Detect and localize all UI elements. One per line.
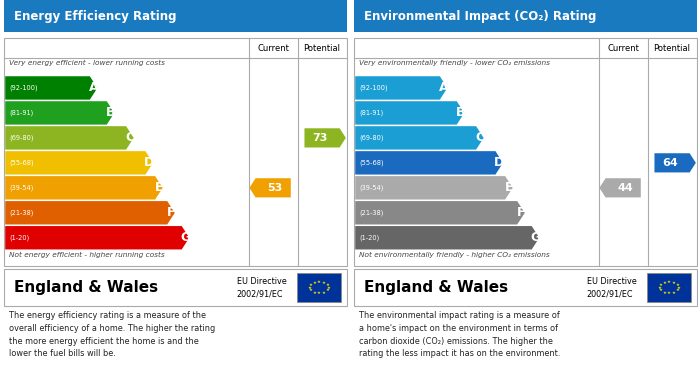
- Text: ★: ★: [312, 281, 316, 285]
- Polygon shape: [5, 101, 114, 125]
- Text: E: E: [155, 181, 163, 194]
- Text: Potential: Potential: [304, 43, 341, 53]
- Text: Potential: Potential: [654, 43, 691, 53]
- Polygon shape: [355, 101, 464, 125]
- Bar: [354, 0, 696, 32]
- Text: 53: 53: [267, 183, 283, 193]
- Text: ★: ★: [327, 285, 331, 290]
- Bar: [4, 38, 346, 266]
- Text: Current: Current: [607, 43, 639, 53]
- Text: B: B: [456, 106, 466, 119]
- Text: ★: ★: [676, 289, 680, 292]
- Polygon shape: [5, 151, 153, 174]
- Text: ★: ★: [657, 285, 662, 290]
- Text: EU Directive
2002/91/EC: EU Directive 2002/91/EC: [237, 277, 286, 298]
- Text: The energy efficiency rating is a measure of the
overall efficiency of a home. T: The energy efficiency rating is a measur…: [8, 311, 215, 359]
- Text: ★: ★: [307, 285, 312, 290]
- Polygon shape: [355, 76, 447, 100]
- Text: (69-80): (69-80): [359, 135, 384, 141]
- Bar: [647, 273, 692, 302]
- Text: Not energy efficient - higher running costs: Not energy efficient - higher running co…: [8, 252, 164, 258]
- Text: (81-91): (81-91): [9, 109, 34, 116]
- Text: ★: ★: [326, 283, 330, 287]
- Text: ★: ★: [317, 291, 321, 295]
- Bar: [354, 269, 696, 306]
- Text: ★: ★: [309, 289, 312, 292]
- Polygon shape: [355, 176, 512, 199]
- Text: (92-100): (92-100): [9, 85, 38, 91]
- Polygon shape: [355, 151, 503, 174]
- Polygon shape: [5, 201, 175, 224]
- Text: E: E: [505, 181, 513, 194]
- Text: England & Wales: England & Wales: [364, 280, 508, 295]
- Text: ★: ★: [659, 283, 662, 287]
- Text: 73: 73: [313, 133, 328, 143]
- Text: England & Wales: England & Wales: [14, 280, 158, 295]
- Polygon shape: [5, 76, 97, 100]
- Bar: [4, 0, 346, 32]
- Text: Current: Current: [257, 43, 289, 53]
- Text: (21-38): (21-38): [9, 210, 34, 216]
- Polygon shape: [355, 226, 539, 249]
- Text: ★: ★: [672, 291, 676, 294]
- Text: 64: 64: [662, 158, 678, 168]
- Polygon shape: [5, 176, 162, 199]
- Text: ★: ★: [676, 283, 680, 287]
- Text: ★: ★: [677, 285, 681, 290]
- Text: C: C: [475, 131, 484, 144]
- Text: (1-20): (1-20): [359, 235, 379, 241]
- Text: Very environmentally friendly - lower CO₂ emissions: Very environmentally friendly - lower CO…: [358, 60, 550, 66]
- Text: Not environmentally friendly - higher CO₂ emissions: Not environmentally friendly - higher CO…: [358, 252, 550, 258]
- Text: ★: ★: [322, 291, 326, 294]
- Text: (55-68): (55-68): [359, 160, 384, 166]
- Polygon shape: [599, 178, 640, 197]
- Polygon shape: [355, 126, 484, 150]
- Polygon shape: [654, 153, 696, 172]
- Text: ★: ★: [662, 291, 666, 294]
- Text: ★: ★: [312, 291, 316, 294]
- Text: B: B: [106, 106, 116, 119]
- Text: (55-68): (55-68): [9, 160, 34, 166]
- Bar: [4, 269, 346, 306]
- Text: D: D: [494, 156, 505, 169]
- Text: G: G: [531, 231, 540, 244]
- Text: ★: ★: [662, 281, 666, 285]
- Text: D: D: [144, 156, 155, 169]
- Polygon shape: [5, 226, 189, 249]
- Text: (69-80): (69-80): [9, 135, 34, 141]
- Text: (21-38): (21-38): [359, 210, 384, 216]
- Polygon shape: [5, 126, 134, 150]
- Text: EU Directive
2002/91/EC: EU Directive 2002/91/EC: [587, 277, 636, 298]
- Text: (81-91): (81-91): [359, 109, 384, 116]
- Text: ★: ★: [317, 280, 321, 284]
- Text: ★: ★: [672, 281, 676, 285]
- Text: ★: ★: [659, 289, 662, 292]
- Bar: [354, 38, 696, 266]
- Text: F: F: [167, 206, 175, 219]
- Text: Energy Efficiency Rating: Energy Efficiency Rating: [14, 9, 176, 23]
- Text: ★: ★: [667, 280, 671, 284]
- Text: F: F: [517, 206, 525, 219]
- Text: (92-100): (92-100): [359, 85, 388, 91]
- Text: ★: ★: [667, 291, 671, 295]
- Text: G: G: [181, 231, 190, 244]
- Text: Very energy efficient - lower running costs: Very energy efficient - lower running co…: [8, 60, 164, 66]
- Text: A: A: [89, 81, 99, 95]
- Text: (1-20): (1-20): [9, 235, 29, 241]
- Text: The environmental impact rating is a measure of
a home's impact on the environme: The environmental impact rating is a mea…: [358, 311, 560, 359]
- Polygon shape: [355, 201, 525, 224]
- Text: (39-54): (39-54): [9, 185, 34, 191]
- Bar: [297, 273, 342, 302]
- Polygon shape: [249, 178, 290, 197]
- Text: ★: ★: [326, 289, 330, 292]
- Polygon shape: [304, 128, 346, 147]
- Text: (39-54): (39-54): [359, 185, 384, 191]
- Text: ★: ★: [309, 283, 312, 287]
- Text: Environmental Impact (CO₂) Rating: Environmental Impact (CO₂) Rating: [364, 9, 596, 23]
- Text: C: C: [125, 131, 134, 144]
- Text: A: A: [439, 81, 449, 95]
- Text: ★: ★: [322, 281, 326, 285]
- Text: 44: 44: [617, 183, 633, 193]
